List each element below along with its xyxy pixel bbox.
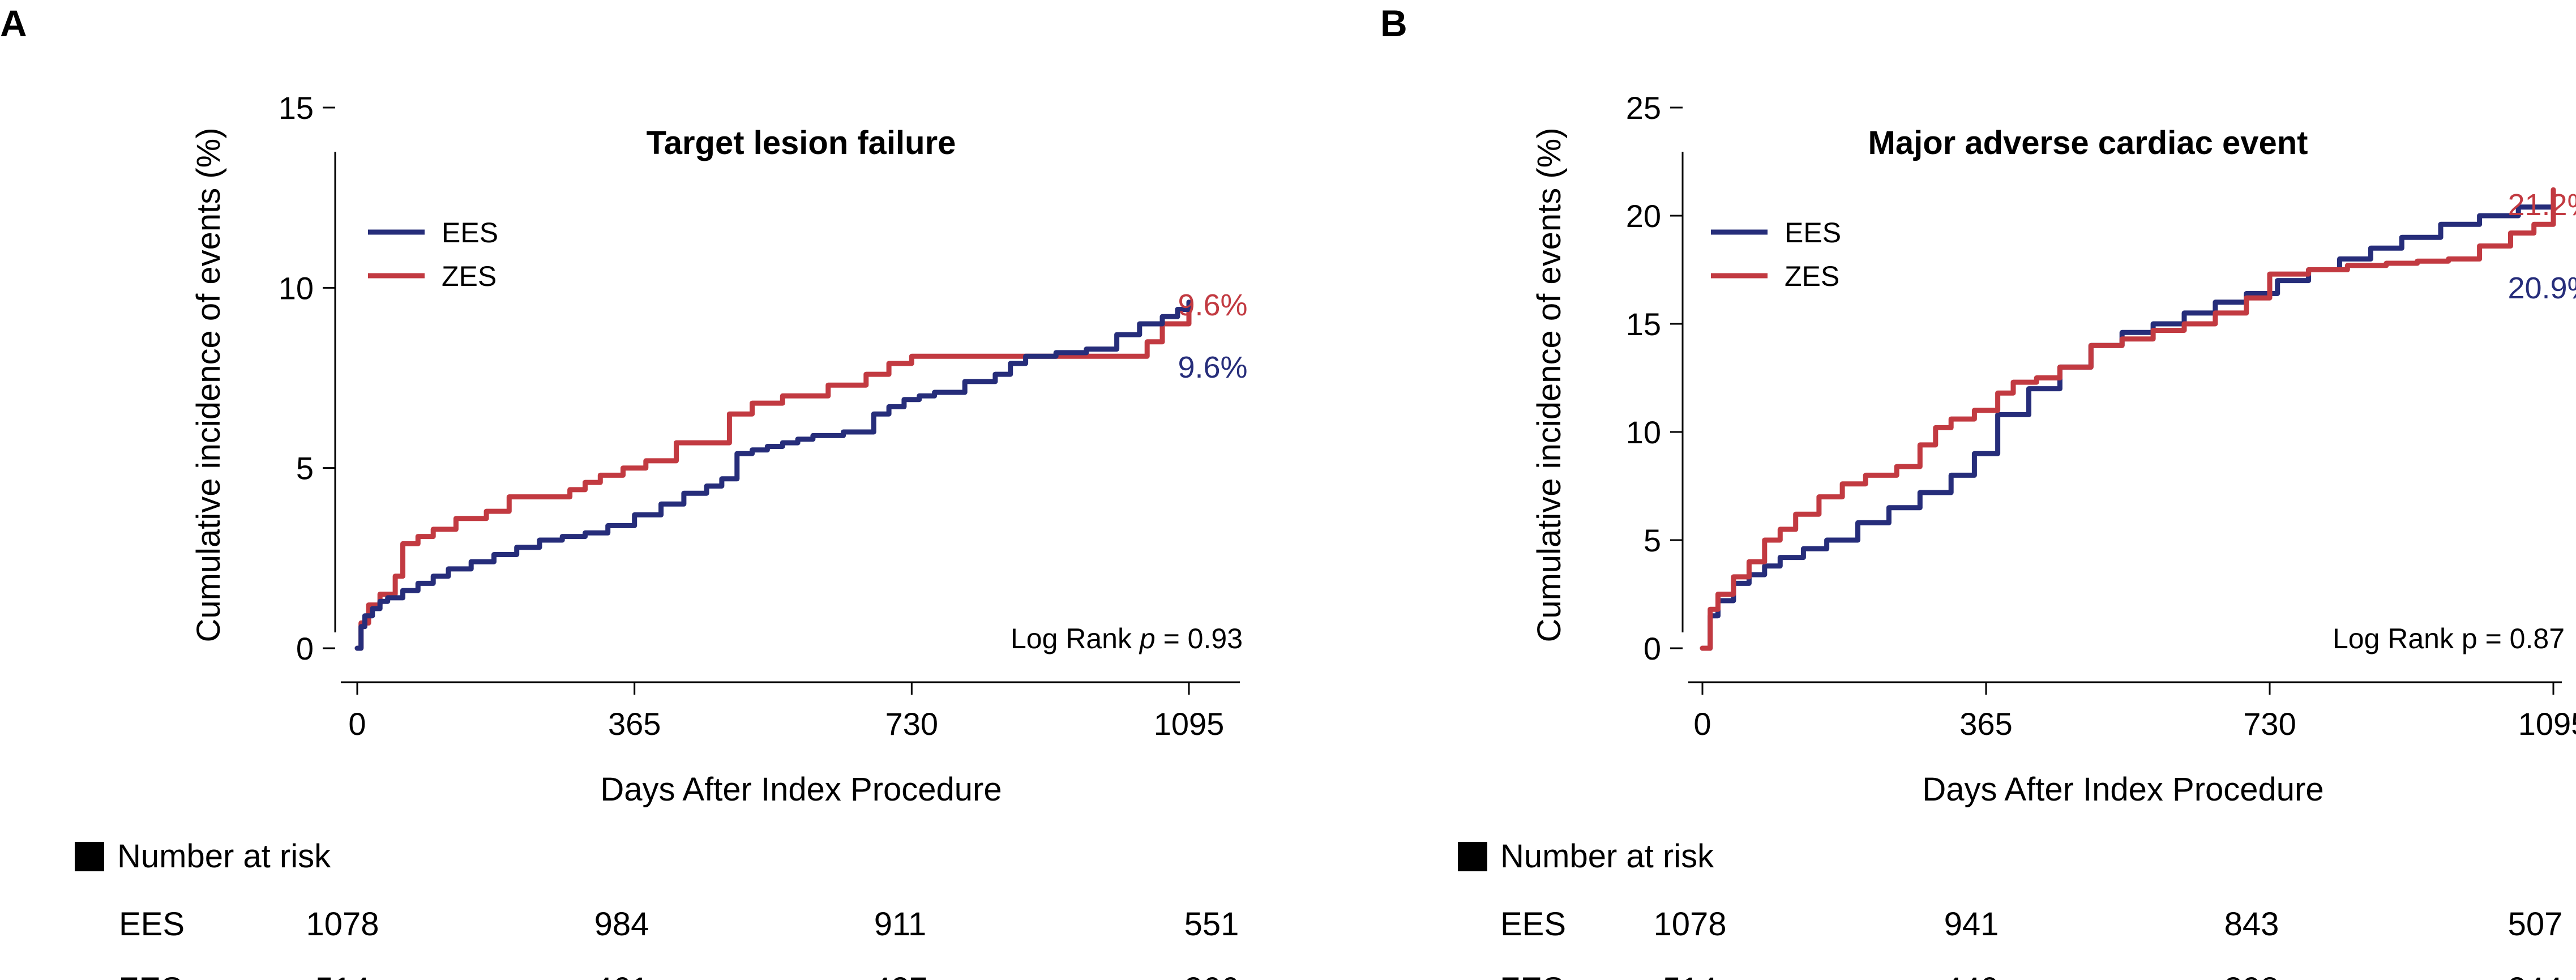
legend-a: EES ZES — [368, 217, 498, 292]
legend-label-ees-a: EES — [442, 217, 498, 249]
y-tick-label: 0 — [296, 631, 314, 666]
risk-table-b: Number at risk EES ZES 1078 941 843 507 514 4… — [1458, 838, 2562, 980]
curve-ees-b — [1700, 194, 2556, 651]
risk-value-zes: 440 — [1944, 971, 1999, 980]
x-tick-label: 0 — [348, 706, 366, 742]
risk-row-label-ees-a: EES — [119, 906, 185, 943]
curve-zes-b — [1700, 187, 2556, 651]
end-label-ees-a: 9.6% — [1178, 350, 1247, 384]
curve-zes-a — [354, 299, 1192, 651]
risk-table-a: Number at risk EES ZES 1078 984 911 551 514 4… — [75, 838, 1239, 980]
risk-value-zes: 244 — [2508, 971, 2563, 980]
risk-value-ees: 1078 — [1653, 906, 1726, 943]
chart-title-b: Major adverse cardiac event — [1868, 125, 2308, 161]
risk-row-label-zes-a: ZES — [119, 971, 183, 980]
curve-ees-a — [354, 299, 1192, 651]
risk-value-zes: 514 — [1663, 971, 1718, 980]
risk-value-ees: 911 — [874, 906, 926, 943]
legend-b: EES ZES — [1711, 217, 1841, 292]
end-label-ees-b: 20.9% — [2507, 271, 2576, 305]
legend-label-zes-b: ZES — [1785, 260, 1839, 292]
panel-a: A Cumulative incidence of events (%) Tar… — [0, 2, 1248, 980]
logrank-annotation-a: Log Rank p = 0.93 — [1011, 623, 1243, 654]
y-ticks-a: 0 5 10 15 — [279, 90, 335, 666]
y-tick-label: 25 — [1626, 90, 1661, 126]
risk-row-label-zes-b: ZES — [1500, 971, 1564, 980]
risk-value-zes: 266 — [1184, 971, 1239, 980]
legend-label-ees-b: EES — [1785, 217, 1841, 249]
risk-value-ees: 941 — [1944, 906, 1999, 943]
chart-title-a: Target lesion failure — [647, 125, 956, 161]
risk-header-b: Number at risk — [1500, 838, 1714, 875]
y-axis-label-a: Cumulative incidence of events (%) — [190, 127, 227, 642]
logrank-annotation-b: Log Rank p = 0.87 — [2333, 623, 2565, 654]
x-ticks-b: 0 365 730 1095 — [1693, 682, 2576, 742]
end-label-zes-b: 21.2% — [2507, 188, 2576, 222]
x-tick-label: 1095 — [1154, 706, 1225, 742]
risk-square-a — [75, 842, 104, 871]
risk-header-a: Number at risk — [117, 838, 331, 875]
x-axis-label-a: Days After Index Procedure — [600, 771, 1002, 808]
x-tick-label: 365 — [1959, 706, 2012, 742]
risk-value-ees: 551 — [1184, 906, 1239, 943]
x-tick-label: 730 — [885, 706, 938, 742]
y-tick-label: 15 — [1626, 306, 1661, 342]
risk-value-ees: 1078 — [306, 906, 379, 943]
panel-letter-b: B — [1380, 2, 1407, 44]
risk-value-ees: 984 — [594, 906, 649, 943]
panel-b: B Cumulative incidence of events (%) Maj… — [1380, 2, 2576, 980]
y-tick-label: 0 — [1644, 631, 1661, 666]
risk-value-ees: 507 — [2508, 906, 2563, 943]
risk-row-label-ees-b: EES — [1500, 906, 1566, 943]
y-tick-label: 5 — [1644, 523, 1661, 558]
x-tick-label: 730 — [2243, 706, 2296, 742]
y-axis-label-b: Cumulative incidence of events (%) — [1531, 127, 1568, 642]
panel-letter-a: A — [0, 2, 27, 44]
x-tick-label: 0 — [1693, 706, 1711, 742]
risk-value-ees: 843 — [2224, 906, 2279, 943]
risk-value-zes: 427 — [873, 971, 928, 980]
x-tick-label: 1095 — [2518, 706, 2576, 742]
y-tick-label: 15 — [279, 90, 314, 126]
y-tick-label: 10 — [279, 270, 314, 306]
x-axis-label-b: Days After Index Procedure — [1922, 771, 2323, 808]
legend-label-zes-a: ZES — [442, 260, 497, 292]
risk-square-b — [1458, 842, 1487, 871]
y-tick-label: 10 — [1626, 414, 1661, 450]
end-label-zes-a: 9.6% — [1178, 288, 1247, 322]
x-ticks-a: 0 365 730 1095 — [348, 682, 1224, 742]
risk-value-zes: 514 — [315, 971, 370, 980]
y-tick-label: 5 — [296, 451, 314, 486]
x-tick-label: 365 — [608, 706, 661, 742]
risk-value-zes: 461 — [594, 971, 649, 980]
y-ticks-b: 0 5 10 15 20 25 — [1626, 90, 1683, 666]
risk-value-zes: 398 — [2224, 971, 2279, 980]
y-tick-label: 20 — [1626, 198, 1661, 234]
